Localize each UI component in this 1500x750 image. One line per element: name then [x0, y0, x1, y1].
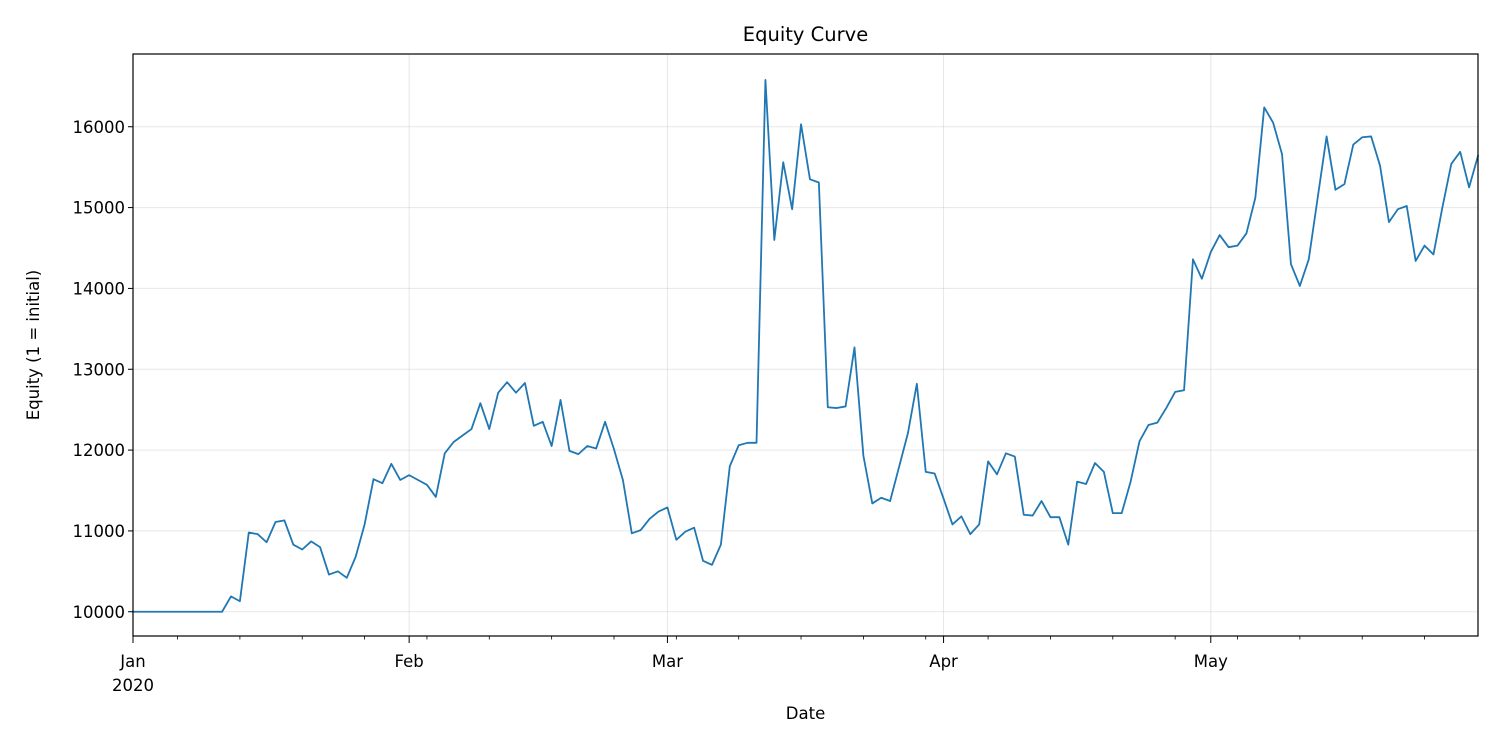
- x-tick-label: Apr: [929, 652, 958, 671]
- x-tick-label: Mar: [652, 652, 683, 671]
- y-tick-label: 15000: [73, 199, 126, 218]
- y-axis-label: Equity (1 = initial): [24, 270, 43, 420]
- y-tick-label: 13000: [73, 360, 126, 379]
- x-axis-label: Date: [786, 704, 825, 723]
- y-tick-label: 10000: [73, 603, 126, 622]
- y-tick-label: 14000: [73, 279, 126, 298]
- grid-layer: [132, 54, 1478, 636]
- x-tick-label: Feb: [395, 652, 424, 671]
- axis-layer: 10000 11000 12000 13000 14000 15000 16000 Jan 20…: [73, 118, 1425, 695]
- plot-frame: [132, 53, 1479, 637]
- series-layer: [132, 78, 1480, 613]
- y-tick-label: 16000: [73, 118, 126, 137]
- equity-series-line: [132, 78, 1480, 613]
- x-tick-label: Jan: [119, 652, 145, 671]
- chart-title: Equity Curve: [743, 23, 868, 46]
- y-tick-label: 11000: [73, 522, 126, 541]
- y-tick-label: 12000: [73, 441, 126, 460]
- x-tick-label: May: [1194, 652, 1228, 671]
- x-tick-sublabel: 2020: [112, 676, 154, 695]
